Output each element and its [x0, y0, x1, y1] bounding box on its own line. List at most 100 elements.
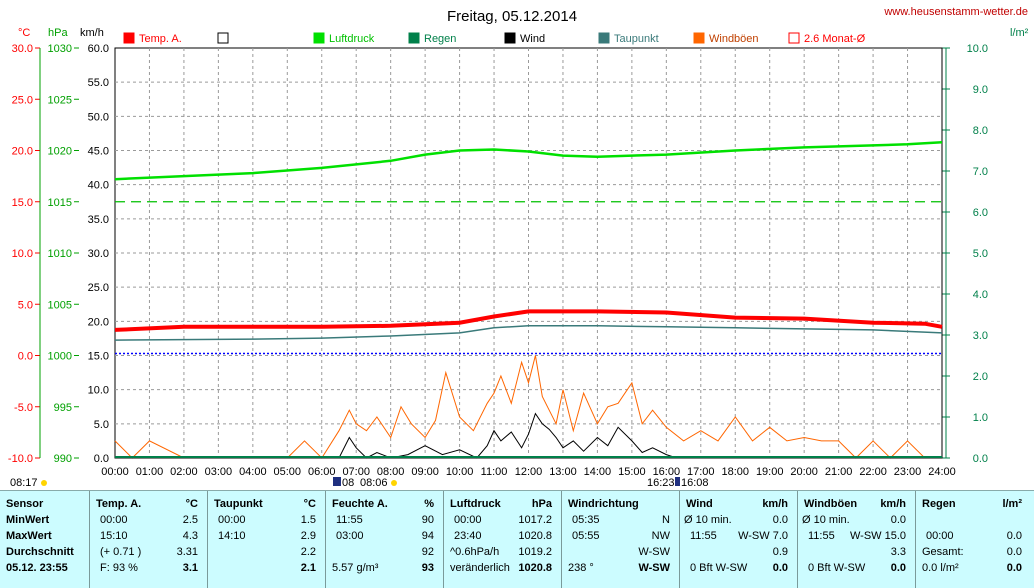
- press-unit-label: hPa: [48, 27, 68, 39]
- rain-tick-label: 10.0: [967, 43, 988, 55]
- site-url[interactable]: www.heusenstamm-wetter.de: [884, 6, 1028, 18]
- x-tick-label: 02:00: [170, 466, 198, 478]
- rain-tick-label: 8.0: [973, 125, 988, 137]
- wind-cur-value: 0.0: [772, 562, 788, 574]
- rain-cur-note: 0.0 l/m²: [922, 562, 959, 574]
- legend-label: Temp. A.: [139, 33, 182, 45]
- legend-swatch: [123, 32, 135, 44]
- temp-cur-value: 3.1: [182, 562, 198, 574]
- wind-max-value: W-SW 7.0: [738, 530, 788, 542]
- press-tick-label: 1030: [48, 43, 72, 55]
- temp-tick-label: 10.0: [12, 248, 33, 260]
- rain-max-time: 00:00: [926, 530, 954, 542]
- row-label-min: MinWert: [6, 514, 50, 526]
- press-tick-label: 1015: [48, 197, 72, 209]
- gust-unit: km/h: [880, 498, 906, 510]
- dew-cur-value: 2.1: [300, 562, 316, 574]
- rain-max-value: 0.0: [1006, 530, 1022, 542]
- legend: Temp. A. Luftdruck Regen Wind Taupunkt Windbö…: [123, 32, 866, 45]
- dew-min-value: 1.5: [300, 514, 316, 526]
- x-tick-label: 08:00: [377, 466, 405, 478]
- gust-head: Windböen: [804, 498, 858, 510]
- rain-cur-value: 0.0: [1006, 562, 1022, 574]
- gust-max-time: 11:55: [808, 530, 835, 542]
- temp-tick-label: 5.0: [18, 299, 33, 311]
- x-tick-label: 11:00: [481, 466, 508, 478]
- press-cur-note: veränderlich: [450, 562, 510, 574]
- wind-cur-note: 0 Bft W-SW: [690, 562, 748, 574]
- hum-cur-note: 5.57 g/m³: [332, 562, 379, 574]
- dew-max-value: 2.9: [300, 530, 316, 542]
- press-tick-label: 1005: [48, 299, 72, 311]
- temp-unit-label: °C: [18, 27, 30, 39]
- chart-title: Freitag, 05.12.2014: [447, 8, 577, 25]
- sun-icon: [41, 480, 47, 486]
- rain-tick-label: 6.0: [973, 207, 988, 219]
- temp-tick-label: 0.0: [18, 351, 33, 363]
- press-tick-label: 1000: [48, 351, 72, 363]
- dew-head: Taupunkt: [214, 498, 263, 510]
- wind-tick-label: 25.0: [88, 282, 109, 294]
- rain-tick-label: 0.0: [973, 453, 988, 465]
- temp-tick-label: 30.0: [12, 43, 33, 55]
- x-tick-label: 14:00: [584, 466, 612, 478]
- plot-area: [114, 141, 943, 459]
- dir-min-value: N: [662, 514, 670, 526]
- stats-table: Sensor MinWert MaxWert Durchschnitt 05.1…: [0, 490, 1034, 588]
- rain-tick-label: 5.0: [973, 248, 988, 260]
- moonset-time: 16:08: [681, 477, 709, 489]
- x-tick-label: 17:00: [687, 466, 715, 478]
- x-tick-label: 13:00: [549, 466, 577, 478]
- sun-icon: [391, 480, 397, 486]
- sunset-time: 16:23: [647, 477, 675, 489]
- temp-min-time: 00:00: [100, 514, 128, 526]
- legend-label: Windböen: [709, 33, 759, 45]
- x-tick-label: 01:00: [136, 466, 164, 478]
- press-avg-value: 1019.2: [518, 546, 552, 558]
- press-tick-label: 1025: [48, 94, 72, 106]
- wind-tick-label: 10.0: [88, 385, 109, 397]
- x-tick-label: 07:00: [342, 466, 370, 478]
- rain-tick-label: 4.0: [973, 289, 988, 301]
- rain-tick-label: 7.0: [973, 166, 988, 178]
- wind-tick-label: 50.0: [88, 111, 109, 123]
- hum-min-value: 90: [421, 514, 434, 526]
- hum-max-time: 03:00: [336, 530, 364, 542]
- rain-total-value: 0.0: [1006, 546, 1022, 558]
- legend-swatch: [693, 32, 705, 44]
- dir-min-time: 05:35: [572, 514, 600, 526]
- press-avg-note: ^0.6hPa/h: [450, 546, 500, 558]
- wind-tick-label: 60.0: [88, 43, 109, 55]
- legend-swatch: [217, 32, 229, 44]
- x-tick-label: 18:00: [721, 466, 749, 478]
- dew-avg-value: 2.2: [300, 546, 316, 558]
- dew-min-time: 00:00: [218, 514, 246, 526]
- rain-tick-label: 3.0: [973, 330, 988, 342]
- gust-cur-value: 0.0: [890, 562, 906, 574]
- rain-tick-label: 1.0: [973, 412, 988, 424]
- pressure-line: [114, 141, 943, 181]
- axes: 00:00 01:00 02:00 03:00 04:00 05:00 06:00 07:00…: [8, 27, 1029, 478]
- weather-chart: Freitag, 05.12.2014 Temp. A. Luftdruck Reg…: [8, 8, 1029, 489]
- temp-avg-value: 3.31: [176, 546, 198, 558]
- row-label-max: MaxWert: [6, 530, 52, 542]
- x-tick-label: 16:00: [653, 466, 681, 478]
- dir-max-value: NW: [651, 530, 670, 542]
- row-label-avg: Durchschnitt: [6, 546, 74, 558]
- row-label-sensor: Sensor: [6, 498, 44, 510]
- legend-swatch: [504, 32, 516, 44]
- moonrise-time: 08:06: [360, 477, 388, 489]
- press-max-time: 23:40: [454, 530, 482, 542]
- wind-avg-value: 0.9: [772, 546, 788, 558]
- press-min-value: 1017.2: [518, 514, 552, 526]
- wind-tick-label: 0.0: [94, 453, 109, 465]
- gust-max-value: W-SW 15.0: [849, 530, 906, 542]
- wind-tick-label: 35.0: [88, 214, 109, 226]
- dir-head: Windrichtung: [568, 498, 639, 510]
- x-tick-label: 04:00: [239, 466, 267, 478]
- sunrise-time: 08:17: [10, 477, 38, 489]
- press-min-time: 00:00: [454, 514, 482, 526]
- wind-tick-label: 15.0: [88, 351, 109, 363]
- legend-swatch: [598, 32, 610, 44]
- hum-max-value: 94: [421, 530, 434, 542]
